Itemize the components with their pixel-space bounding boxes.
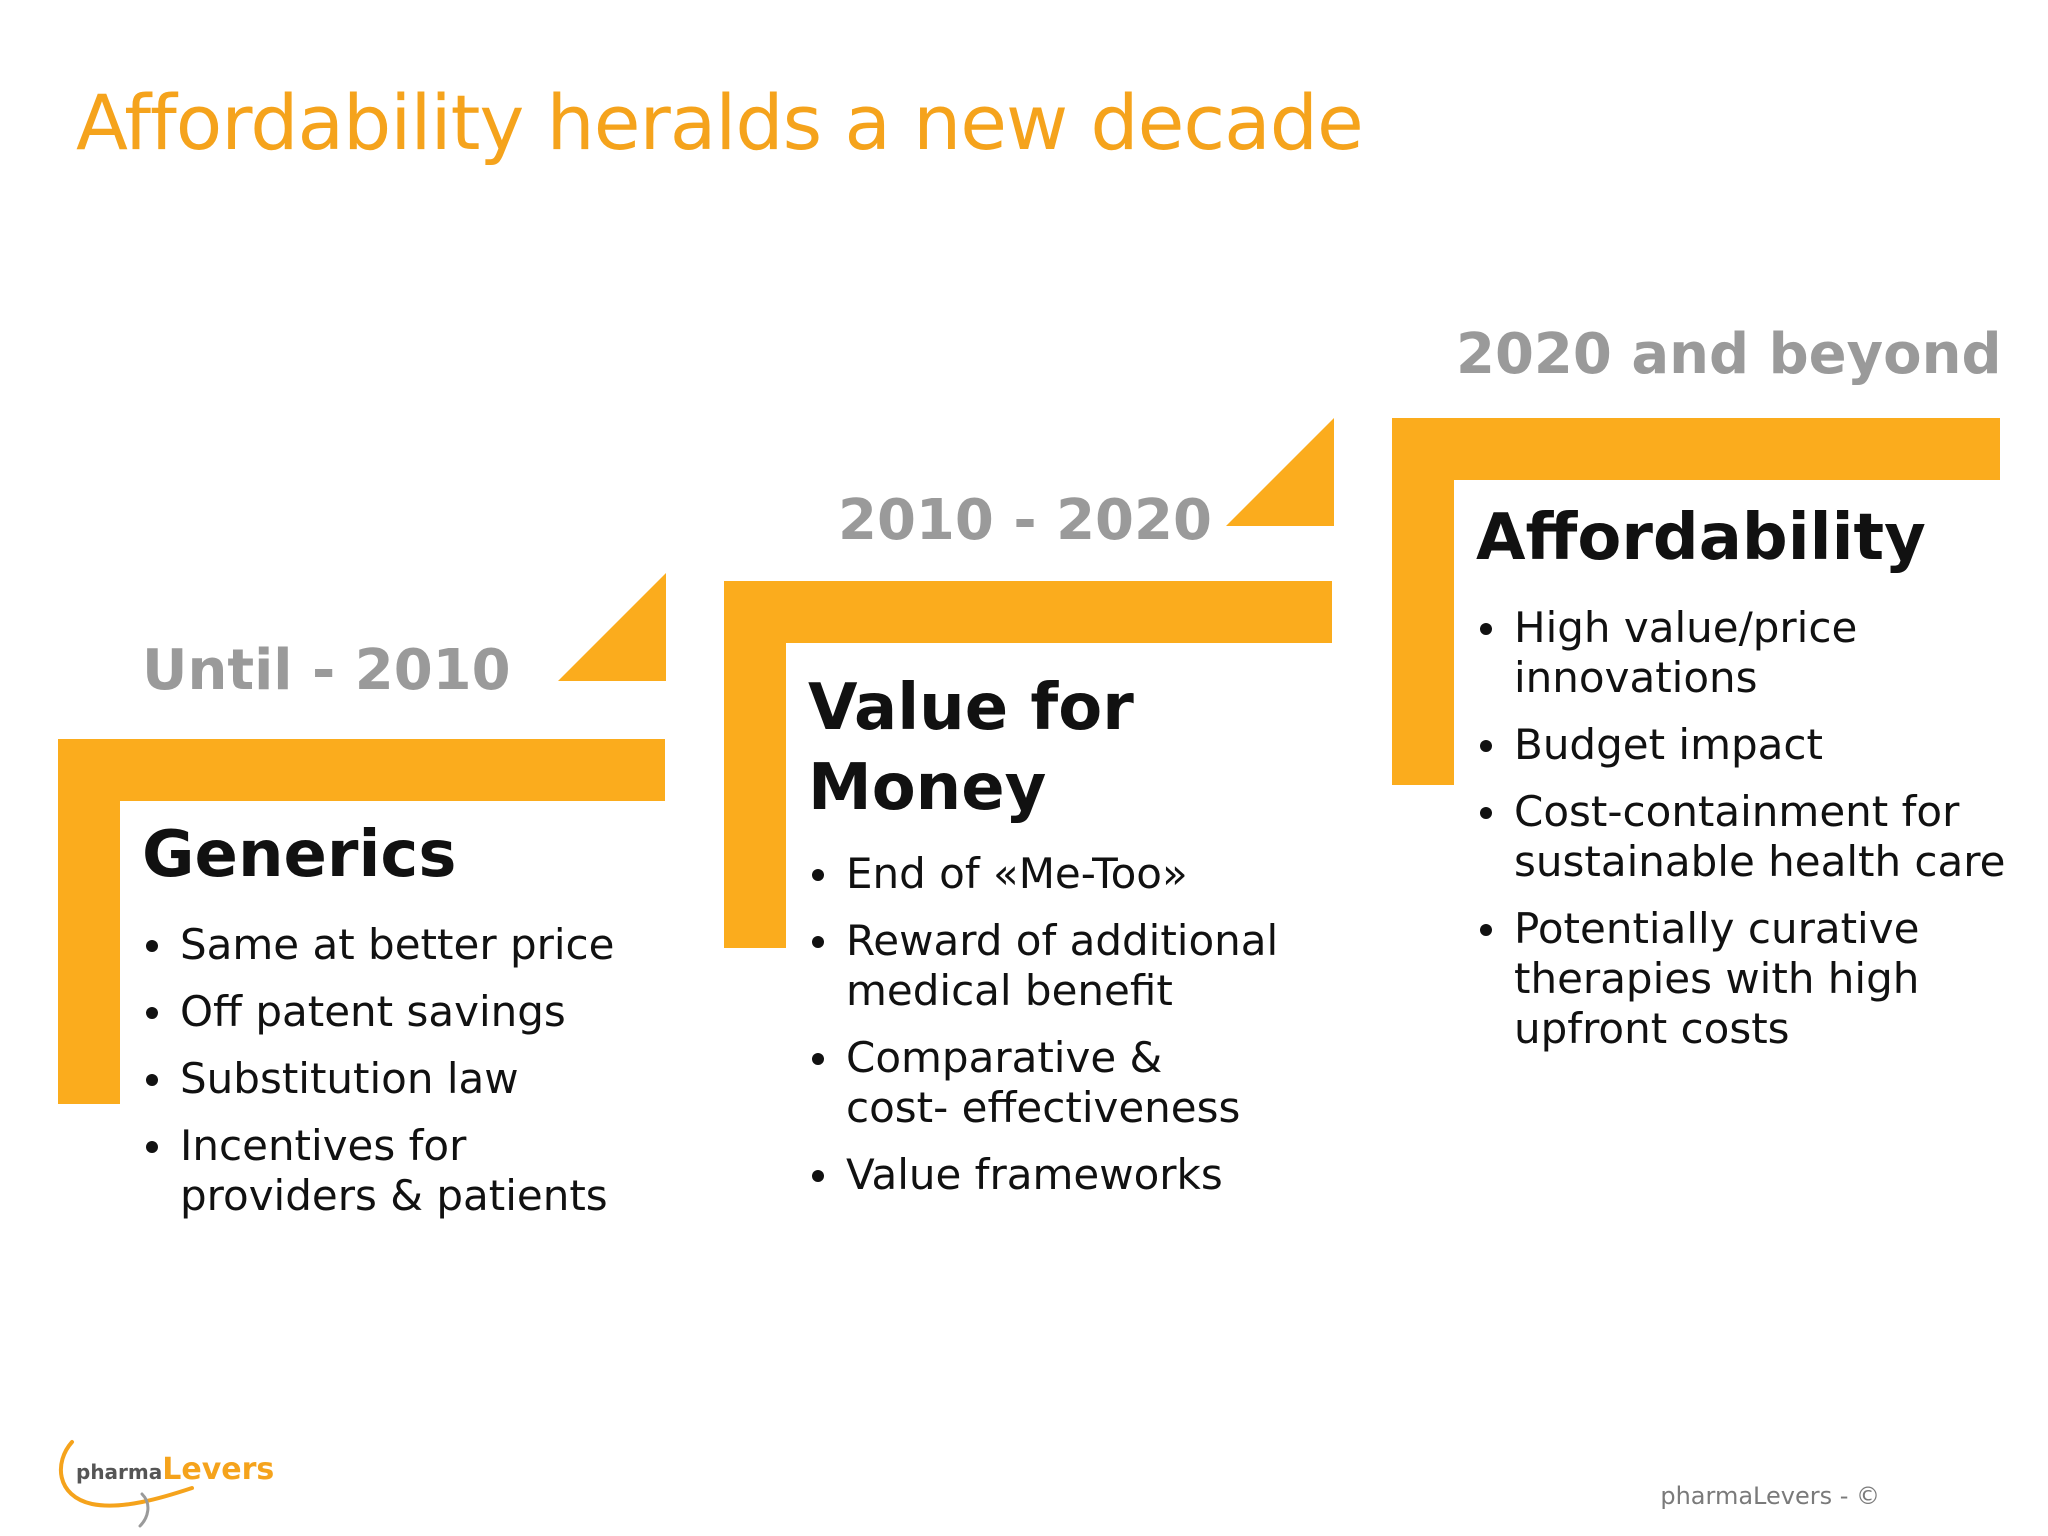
logo-swoosh-icon (58, 1440, 194, 1528)
bullet-item: Reward of additional medical benefit (808, 916, 1278, 1016)
step-3-side-bar (1392, 418, 1454, 785)
heading-line: Generics (142, 818, 457, 892)
bullet-item: Off patent savings (142, 987, 614, 1037)
step-arrow-1 (558, 573, 666, 681)
footer-copyright: pharmaLevers - © (1660, 1482, 1880, 1510)
step-3-top-bar (1392, 418, 2000, 480)
step-3-bullets: High value/price innovations Budget impac… (1476, 603, 2005, 1071)
bullet-item: Comparative & cost- effectiveness (808, 1033, 1278, 1133)
period-2020-and-beyond: 2020 and beyond (1456, 322, 2002, 387)
logo-name: Levers (162, 1452, 275, 1487)
step-1-bullets: Same at better price Off patent savings … (142, 920, 614, 1238)
step-2-side-bar (724, 581, 786, 948)
bullet-item: Cost-containment for sustainable health c… (1476, 787, 2005, 887)
bullet-item: Budget impact (1476, 720, 2005, 770)
heading-line: Money (808, 751, 1047, 825)
step-1-side-bar (58, 739, 120, 1104)
step-1-heading: Generics (142, 815, 456, 895)
slide-title: Affordability heralds a new decade (76, 78, 1364, 167)
bullet-item: End of «Me-Too» (808, 849, 1278, 899)
period-until-2010: Until - 2010 (142, 638, 511, 703)
bullet-item: High value/price innovations (1476, 603, 2005, 703)
heading-line: Affordability (1476, 501, 1926, 575)
step-arrow-2 (1226, 418, 1334, 526)
bullet-item: Same at better price (142, 920, 614, 970)
bullet-item: Value frameworks (808, 1150, 1278, 1200)
logo-prefix: pharma (76, 1460, 163, 1484)
step-2-bullets: End of «Me-Too» Reward of additional medi… (808, 849, 1278, 1217)
period-2010-2020: 2010 - 2020 (838, 488, 1212, 553)
heading-line: Value for (808, 671, 1134, 745)
pharmalevers-logo: pharmaLevers (52, 1432, 274, 1528)
bullet-item: Incentives for providers & patients (142, 1121, 614, 1221)
step-3-heading: Affordability (1476, 498, 1926, 578)
bullet-item: Substitution law (142, 1054, 614, 1104)
step-1-top-bar (58, 739, 665, 801)
step-2-heading: Value for Money (808, 668, 1134, 828)
bullet-item: Potentially curative therapies with high u… (1476, 904, 2005, 1054)
step-2-top-bar (724, 581, 1332, 643)
